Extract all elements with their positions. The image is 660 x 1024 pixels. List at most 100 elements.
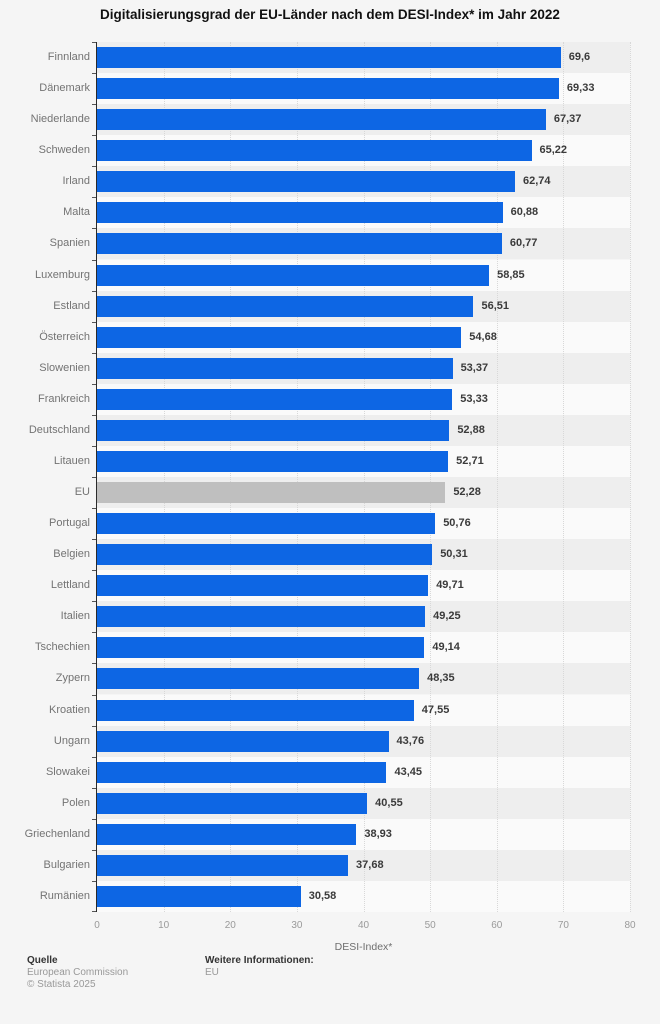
value-label: 38,93 bbox=[364, 827, 392, 840]
x-axis: 0 10 20 30 40 50 60 70 80 bbox=[94, 920, 635, 934]
x-tick-label: 80 bbox=[624, 920, 636, 931]
bar[interactable] bbox=[97, 854, 349, 876]
gridline bbox=[496, 42, 498, 912]
y-axis-tick bbox=[92, 135, 96, 137]
bar[interactable] bbox=[97, 513, 436, 535]
category-label: Malta bbox=[63, 206, 90, 219]
value-label: 37,68 bbox=[356, 858, 384, 871]
category-label: Portugal bbox=[49, 517, 90, 530]
value-label: 53,37 bbox=[460, 361, 489, 374]
value-label: 47,55 bbox=[421, 703, 450, 716]
x-tick-label: 60 bbox=[491, 920, 503, 931]
category-axis: Finnland Dänemark Niederlande Schweden Irlan… bbox=[0, 42, 90, 912]
y-axis-tick bbox=[92, 73, 96, 75]
y-axis-tick bbox=[92, 414, 96, 416]
bar[interactable] bbox=[97, 78, 559, 100]
value-label: 43,76 bbox=[396, 734, 425, 747]
x-axis-title: DESI-Index* bbox=[334, 941, 393, 953]
value-label: 50,31 bbox=[440, 548, 468, 561]
value-label: 69,6 bbox=[568, 51, 591, 64]
bar[interactable] bbox=[97, 544, 433, 566]
value-label: 48,35 bbox=[427, 672, 455, 685]
category-label: Ungarn bbox=[53, 734, 90, 747]
source-label: Quelle bbox=[27, 955, 58, 966]
gridline bbox=[163, 42, 165, 912]
y-axis-tick bbox=[92, 259, 96, 261]
bar[interactable] bbox=[97, 699, 414, 721]
category-label: Finnland bbox=[47, 51, 90, 64]
plot-area: 69,6 69,33 67,37 65,22 62,74 60,88 60,77 58,85 5… bbox=[92, 42, 631, 912]
category-label: Bulgarien bbox=[43, 858, 90, 871]
y-axis-tick bbox=[92, 42, 96, 43]
category-label: Irland bbox=[62, 175, 90, 188]
value-label: 58,85 bbox=[497, 268, 525, 281]
y-axis-tick bbox=[92, 694, 96, 696]
bar[interactable] bbox=[97, 233, 502, 255]
bar[interactable] bbox=[97, 47, 561, 69]
y-axis-tick bbox=[92, 570, 96, 572]
category-label: Belgien bbox=[53, 548, 90, 561]
source-block: Quelle European Commission © Statista 20… bbox=[27, 955, 128, 991]
bar[interactable] bbox=[97, 823, 357, 845]
y-axis-tick bbox=[92, 290, 96, 292]
bar[interactable] bbox=[97, 295, 474, 317]
category-label: Rumänien bbox=[39, 889, 90, 902]
gridline bbox=[230, 42, 232, 912]
y-axis-tick bbox=[92, 756, 96, 758]
category-label: Griechenland bbox=[24, 827, 90, 840]
value-label: 67,37 bbox=[553, 113, 582, 126]
y-axis-tick bbox=[92, 104, 96, 106]
bar[interactable] bbox=[97, 326, 462, 348]
value-label: 40,55 bbox=[375, 796, 403, 809]
x-tick-label: 30 bbox=[291, 920, 303, 931]
value-label: 50,76 bbox=[443, 517, 471, 530]
value-label: 65,22 bbox=[539, 144, 568, 157]
bar[interactable] bbox=[97, 202, 503, 224]
bar[interactable] bbox=[97, 637, 425, 659]
y-axis-tick bbox=[92, 601, 96, 603]
category-label: Italien bbox=[60, 610, 90, 623]
y-axis-tick bbox=[92, 166, 96, 168]
bar[interactable] bbox=[97, 388, 453, 410]
bar[interactable] bbox=[97, 606, 426, 628]
x-tick-label: 20 bbox=[224, 920, 236, 931]
y-axis-tick bbox=[92, 849, 96, 851]
bar[interactable] bbox=[97, 109, 546, 131]
gridline bbox=[563, 42, 565, 912]
y-axis-tick bbox=[92, 818, 96, 820]
value-label: 56,51 bbox=[481, 299, 510, 312]
category-label: Deutschland bbox=[28, 423, 90, 436]
y-axis-line bbox=[96, 42, 97, 912]
category-label: Frankreich bbox=[38, 392, 90, 405]
category-label: Lettland bbox=[50, 579, 90, 592]
bar[interactable] bbox=[97, 668, 420, 690]
value-label: 62,74 bbox=[523, 175, 551, 188]
category-label: Estland bbox=[53, 299, 90, 312]
value-label: 49,14 bbox=[432, 641, 460, 654]
gridline bbox=[296, 42, 298, 912]
bar[interactable] bbox=[97, 482, 446, 504]
bar[interactable] bbox=[97, 792, 368, 814]
bar[interactable] bbox=[97, 730, 389, 752]
value-label: 52,28 bbox=[453, 486, 481, 499]
bar[interactable] bbox=[97, 171, 515, 193]
y-axis-tick bbox=[92, 539, 96, 541]
value-label: 52,71 bbox=[456, 454, 484, 467]
category-label: Luxemburg bbox=[34, 268, 90, 281]
x-tick-label: 70 bbox=[557, 920, 569, 931]
y-axis-tick bbox=[92, 445, 96, 447]
bar[interactable] bbox=[97, 450, 449, 472]
x-tick-label: 40 bbox=[357, 920, 370, 931]
y-axis-tick bbox=[92, 321, 96, 323]
bar[interactable] bbox=[97, 419, 450, 441]
bar[interactable] bbox=[97, 575, 429, 597]
bar[interactable] bbox=[97, 885, 301, 907]
bar[interactable] bbox=[97, 357, 453, 379]
bar[interactable] bbox=[97, 140, 532, 162]
source-value: European Commission bbox=[27, 967, 129, 978]
category-label: Österreich bbox=[39, 330, 90, 343]
bar[interactable] bbox=[97, 761, 387, 783]
y-axis-tick bbox=[92, 632, 96, 634]
bar[interactable] bbox=[97, 264, 490, 286]
